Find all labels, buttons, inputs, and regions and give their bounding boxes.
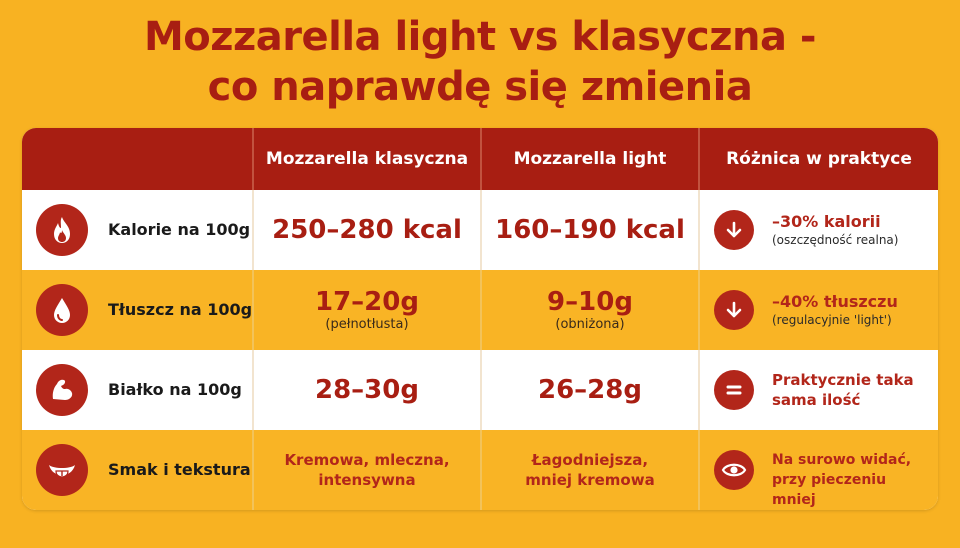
divider — [480, 128, 482, 190]
divider — [480, 270, 482, 350]
light-value-cell: 160–190 kcal — [482, 190, 698, 270]
classic-value: 17–20g — [315, 287, 419, 317]
difference-sub: (regulacyjnie 'light') — [772, 313, 892, 327]
table-row: Kalorie na 100g 250–280 kcal 160–190 kca… — [22, 190, 938, 270]
divider — [698, 270, 700, 350]
difference-text: Praktycznie taka sama ilość — [772, 370, 932, 410]
divider — [698, 350, 700, 430]
divider — [698, 128, 700, 190]
row-label: Tłuszcz na 100g — [108, 300, 253, 319]
light-value: 9–10g — [547, 287, 633, 317]
difference-text: Na surowo widać, przy pieczeniu mniej — [772, 450, 932, 510]
header-light: Mozzarella light — [513, 149, 667, 169]
divider — [480, 430, 482, 510]
divider — [252, 430, 254, 510]
difference-cell: Praktycznie taka sama ilość — [700, 350, 938, 430]
table-row: Smak i tekstura Kremowa, mleczna, intens… — [22, 430, 938, 510]
light-value-cell: Łagodniejsza, mniej kremowa — [482, 430, 698, 510]
difference-main: –40% tłuszczu — [772, 292, 898, 311]
flame-icon — [36, 204, 88, 256]
light-value: 160–190 kcal — [495, 215, 685, 245]
difference-text: –30% kalorii (oszczędność realna) — [772, 212, 898, 248]
classic-value-cell: 28–30g — [254, 350, 480, 430]
difference-main: Praktycznie taka sama ilość — [772, 371, 914, 409]
page-title: Mozzarella light vs klasyczna - co napra… — [0, 12, 960, 112]
difference-cell: –40% tłuszczu (regulacyjnie 'light') — [700, 270, 938, 350]
divider — [698, 430, 700, 510]
title-line-2: co naprawdę się zmienia — [207, 64, 753, 110]
eye-icon — [714, 450, 754, 490]
divider — [480, 350, 482, 430]
light-value-cell: 9–10g (obniżona) — [482, 270, 698, 350]
title-line-1: Mozzarella light vs klasyczna - — [143, 14, 817, 60]
classic-value: 28–30g — [315, 375, 419, 405]
classic-value: 250–280 kcal — [272, 215, 462, 245]
difference-cell: Na surowo widać, przy pieczeniu mniej — [700, 430, 938, 510]
light-value: 26–28g — [538, 375, 642, 405]
classic-value-cell: 17–20g (pełnotłusta) — [254, 270, 480, 350]
classic-value: Kremowa, mleczna, intensywna — [284, 451, 450, 489]
header-empty-cell — [22, 128, 252, 190]
light-value: Łagodniejsza, mniej kremowa — [525, 451, 655, 489]
arrow-down-icon — [714, 210, 754, 250]
difference-text: –40% tłuszczu (regulacyjnie 'light') — [772, 292, 898, 328]
equals-icon — [714, 370, 754, 410]
drop-icon — [36, 284, 88, 336]
muscle-icon — [36, 364, 88, 416]
difference-main: Na surowo widać, przy pieczeniu mniej — [772, 452, 912, 508]
comparison-table: Mozzarella klasyczna Mozzarella light Ró… — [22, 128, 938, 510]
light-note: (obniżona) — [555, 317, 625, 332]
divider — [252, 350, 254, 430]
row-label: Smak i tekstura — [108, 460, 251, 479]
difference-cell: –30% kalorii (oszczędność realna) — [700, 190, 938, 270]
difference-sub: (oszczędność realna) — [772, 233, 899, 247]
divider — [252, 128, 254, 190]
table-header: Mozzarella klasyczna Mozzarella light Ró… — [22, 128, 938, 190]
divider — [480, 190, 482, 270]
table-row: Tłuszcz na 100g 17–20g (pełnotłusta) 9–1… — [22, 270, 938, 350]
classic-value-cell: 250–280 kcal — [254, 190, 480, 270]
arrow-down-icon — [714, 290, 754, 330]
classic-note: (pełnotłusta) — [325, 317, 409, 332]
difference-main: –30% kalorii — [772, 212, 881, 231]
row-label: Białko na 100g — [108, 380, 242, 399]
divider — [698, 190, 700, 270]
light-value-cell: 26–28g — [482, 350, 698, 430]
row-label: Kalorie na 100g — [108, 220, 251, 239]
classic-value-cell: Kremowa, mleczna, intensywna — [254, 430, 480, 510]
divider — [252, 190, 254, 270]
divider — [252, 270, 254, 350]
header-difference: Różnica w praktyce — [726, 149, 912, 169]
header-classic: Mozzarella klasyczna — [265, 149, 469, 169]
table-row: Białko na 100g 28–30g 26–28g Praktycznie… — [22, 350, 938, 430]
tongue-icon — [36, 444, 88, 496]
